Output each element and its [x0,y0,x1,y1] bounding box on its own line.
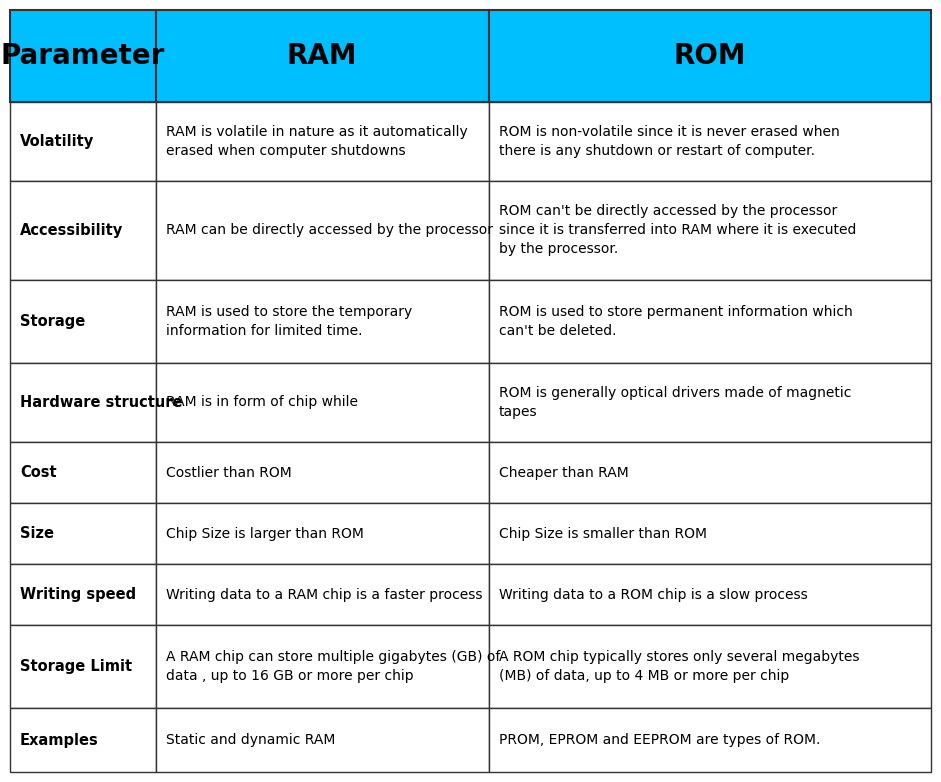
Text: Costlier than ROM: Costlier than ROM [166,465,292,479]
Text: Storage: Storage [20,314,86,329]
Text: Writing data to a RAM chip is a faster process: Writing data to a RAM chip is a faster p… [166,588,482,602]
Text: RAM is used to store the temporary
information for limited time.: RAM is used to store the temporary infor… [166,305,412,338]
Text: Storage Limit: Storage Limit [20,659,132,674]
Bar [155,565,489,626]
Bar [489,565,931,626]
Bar [155,10,489,102]
Bar [10,442,155,503]
Bar [10,503,155,565]
Text: Writing data to a ROM chip is a slow process: Writing data to a ROM chip is a slow pro… [499,588,807,602]
Text: Parameter: Parameter [1,42,165,70]
Bar [10,708,155,772]
Text: RAM is in form of chip while: RAM is in form of chip while [166,396,358,410]
Text: ROM is used to store permanent information which
can't be deleted.: ROM is used to store permanent informati… [499,305,853,338]
Bar [489,102,931,181]
Bar [10,102,155,181]
Bar [489,626,931,708]
Text: Writing speed: Writing speed [20,587,136,602]
Text: ROM: ROM [674,42,746,70]
Bar [489,280,931,363]
Text: Chip Size is smaller than ROM: Chip Size is smaller than ROM [499,527,707,540]
Bar [489,363,931,442]
Text: Chip Size is larger than ROM: Chip Size is larger than ROM [166,527,363,540]
Bar [155,503,489,565]
Bar [10,565,155,626]
Bar [489,10,931,102]
Bar [489,503,931,565]
Text: Hardware structure: Hardware structure [20,395,183,410]
Text: Accessibility: Accessibility [20,223,123,238]
Text: Static and dynamic RAM: Static and dynamic RAM [166,734,335,747]
Bar [10,626,155,708]
Bar [155,280,489,363]
Text: ROM is generally optical drivers made of magnetic
tapes: ROM is generally optical drivers made of… [499,386,852,419]
Bar [155,181,489,280]
Text: RAM can be directly accessed by the processor: RAM can be directly accessed by the proc… [166,224,492,238]
Bar [10,181,155,280]
Text: ROM is non-volatile since it is never erased when
there is any shutdown or resta: ROM is non-volatile since it is never er… [499,125,839,158]
Text: Examples: Examples [20,733,99,748]
Text: RAM is volatile in nature as it automatically
erased when computer shutdowns: RAM is volatile in nature as it automati… [166,125,468,158]
Bar [155,102,489,181]
Text: ROM can't be directly accessed by the processor
since it is transferred into RAM: ROM can't be directly accessed by the pr… [499,205,856,256]
Bar [489,181,931,280]
Text: Size: Size [20,526,54,541]
Text: Cost: Cost [20,465,56,480]
Bar [489,442,931,503]
Text: Volatility: Volatility [20,134,94,149]
Bar [10,280,155,363]
Text: A RAM chip can store multiple gigabytes (GB) of
data , up to 16 GB or more per c: A RAM chip can store multiple gigabytes … [166,651,500,683]
Bar [10,363,155,442]
Bar [10,10,155,102]
Bar [155,442,489,503]
Text: A ROM chip typically stores only several megabytes
(MB) of data, up to 4 MB or m: A ROM chip typically stores only several… [499,651,859,683]
Bar [155,708,489,772]
Bar [155,626,489,708]
Text: RAM: RAM [287,42,358,70]
Bar [155,363,489,442]
Text: PROM, EPROM and EEPROM are types of ROM.: PROM, EPROM and EEPROM are types of ROM. [499,734,821,747]
Bar [489,708,931,772]
Text: Cheaper than RAM: Cheaper than RAM [499,465,629,479]
